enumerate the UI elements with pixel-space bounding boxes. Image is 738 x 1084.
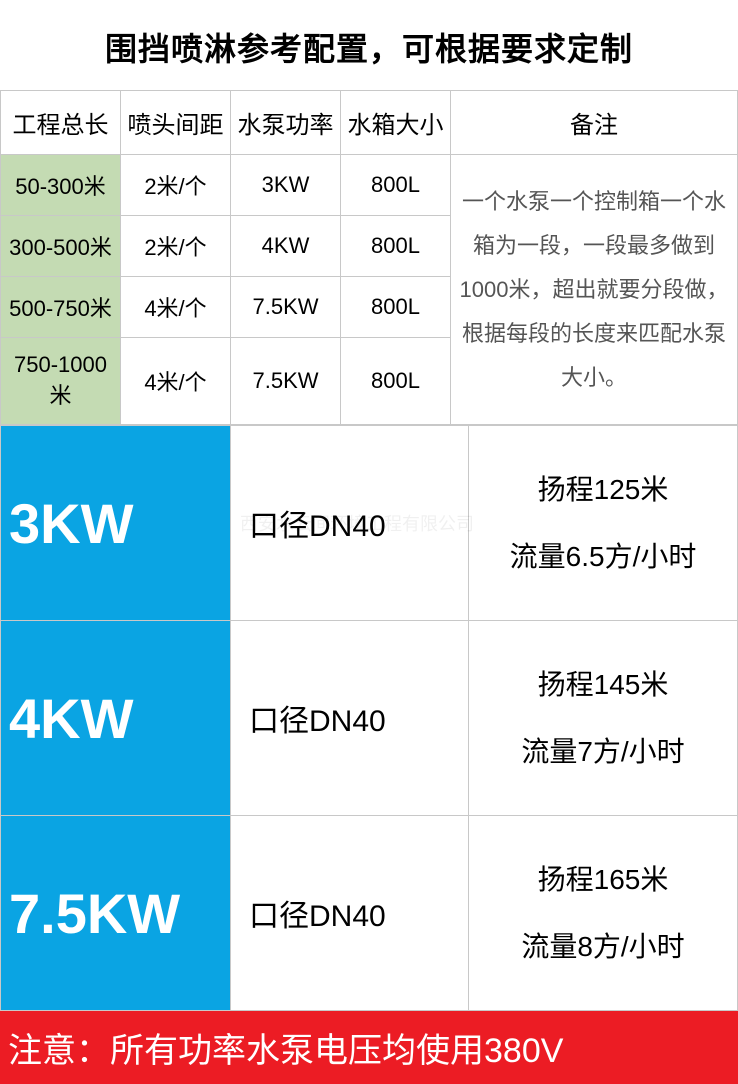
pump-head: 扬程125米	[469, 456, 737, 523]
cell-power: 3KW	[231, 155, 341, 216]
cell-spacing: 2米/个	[121, 155, 231, 216]
config-header: 水泵功率	[231, 91, 341, 155]
cell-tank: 800L	[341, 277, 451, 338]
pump-spec: 扬程145米 流量7方/小时	[469, 621, 738, 816]
pump-kw: 4KW	[1, 621, 231, 816]
cell-length: 500-750米	[1, 277, 121, 338]
config-header: 喷头间距	[121, 91, 231, 155]
cell-power: 7.5KW	[231, 277, 341, 338]
cell-tank: 800L	[341, 216, 451, 277]
pump-spec: 扬程125米 流量6.5方/小时	[469, 426, 738, 621]
notice-bar: 注意：所有功率水泵电压均使用380V	[0, 1011, 738, 1084]
cell-remark: 一个水泵一个控制箱一个水箱为一段，一段最多做到1000米，超出就要分段做，根据每…	[451, 155, 738, 425]
table-row: 4KW 口径DN40 扬程145米 流量7方/小时	[1, 621, 738, 816]
cell-length: 300-500米	[1, 216, 121, 277]
pump-kw: 3KW	[1, 426, 231, 621]
pump-head: 扬程165米	[469, 846, 737, 913]
config-table: 工程总长 喷头间距 水泵功率 水箱大小 备注 50-300米 2米/个 3KW …	[0, 90, 738, 425]
cell-spacing: 4米/个	[121, 338, 231, 425]
pump-kw: 7.5KW	[1, 816, 231, 1011]
pump-flow: 流量6.5方/小时	[469, 523, 737, 590]
pump-head: 扬程145米	[469, 651, 737, 718]
cell-spacing: 4米/个	[121, 277, 231, 338]
cell-spacing: 2米/个	[121, 216, 231, 277]
cell-length: 750-1000米	[1, 338, 121, 425]
cell-length: 50-300米	[1, 155, 121, 216]
cell-power: 7.5KW	[231, 338, 341, 425]
cell-tank: 800L	[341, 155, 451, 216]
config-header: 工程总长	[1, 91, 121, 155]
table-row: 7.5KW 口径DN40 扬程165米 流量8方/小时	[1, 816, 738, 1011]
table-row: 3KW 口径DN40 扬程125米 流量6.5方/小时	[1, 426, 738, 621]
pump-flow: 流量7方/小时	[469, 718, 737, 785]
pump-diameter: 口径DN40	[231, 621, 469, 816]
pump-flow: 流量8方/小时	[469, 913, 737, 980]
page-title: 围挡喷淋参考配置，可根据要求定制	[0, 0, 738, 90]
pump-diameter: 口径DN40	[231, 816, 469, 1011]
config-header: 水箱大小	[341, 91, 451, 155]
pump-spec: 扬程165米 流量8方/小时	[469, 816, 738, 1011]
config-header: 备注	[451, 91, 738, 155]
config-header-row: 工程总长 喷头间距 水泵功率 水箱大小 备注	[1, 91, 738, 155]
pump-diameter: 口径DN40	[231, 426, 469, 621]
table-row: 50-300米 2米/个 3KW 800L 一个水泵一个控制箱一个水箱为一段，一…	[1, 155, 738, 216]
cell-tank: 800L	[341, 338, 451, 425]
pump-table: 3KW 口径DN40 扬程125米 流量6.5方/小时 4KW 口径DN40 扬…	[0, 425, 738, 1011]
cell-power: 4KW	[231, 216, 341, 277]
